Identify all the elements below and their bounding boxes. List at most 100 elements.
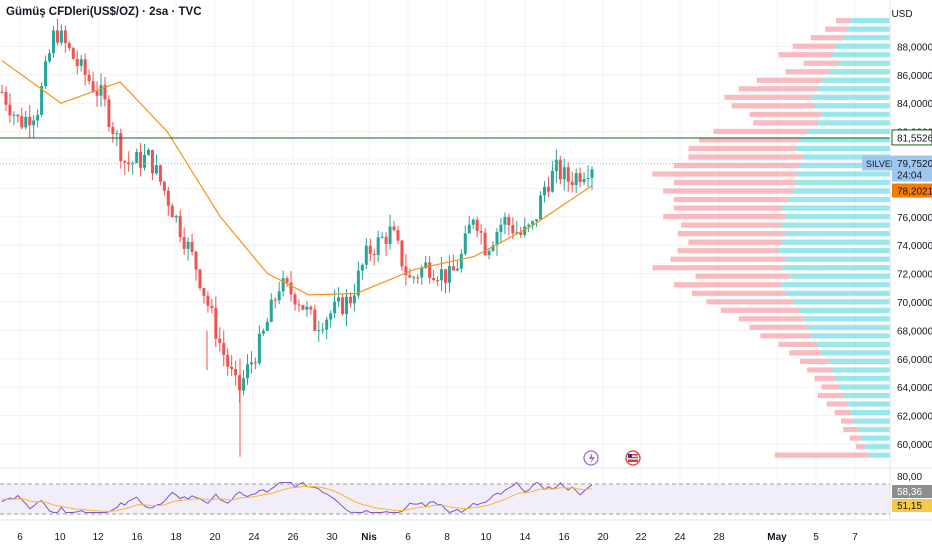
rsi-value-tag[interactable] <box>892 485 932 498</box>
candle-body <box>20 116 24 128</box>
horizontal-line[interactable] <box>0 0 932 520</box>
volume-profile-down-bar <box>800 358 829 365</box>
candle-body <box>55 30 59 43</box>
price-axis[interactable]: 88,000086,000084,000082,000080,000078,00… <box>862 42 932 512</box>
candle-body <box>253 362 257 364</box>
volume-profile-up-bar <box>792 188 890 194</box>
time-tick-label: 12 <box>92 532 104 543</box>
time-axis[interactable]: 6 10 12 16 18 20 24 26 30 Nis 6 8 10 14 16 20 22 24 28 May 5… <box>0 519 932 543</box>
candle-body <box>424 262 428 268</box>
candle-body <box>447 266 451 283</box>
volume-profile-up-bar <box>782 265 890 271</box>
volume-profile-down-bar <box>760 333 811 339</box>
candle-body <box>511 225 515 234</box>
candle-body <box>301 305 305 310</box>
candle-body <box>91 81 95 92</box>
candle-body <box>75 58 79 66</box>
candle-body <box>436 280 440 282</box>
candle-body <box>289 282 293 295</box>
volume-profile-up-bar <box>792 299 890 305</box>
candle-body <box>372 253 376 256</box>
price-tick-label: 84,0000 <box>897 99 932 110</box>
candle-body <box>531 221 535 225</box>
currency-label[interactable]: USD <box>891 9 912 20</box>
price-tick-label: 74,0000 <box>897 241 932 252</box>
volume-profile-down-bar <box>856 444 865 450</box>
volume-profile-down-bar <box>674 179 797 186</box>
price-tick-label: 70,0000 <box>897 298 932 309</box>
volume-profile-up-bar <box>778 248 890 254</box>
candle-body <box>79 59 83 66</box>
volume-profile-down-bar <box>825 26 847 32</box>
volume-profile-up-bar <box>810 333 890 339</box>
candle-body <box>16 114 20 117</box>
candle-body <box>107 99 111 128</box>
candle-body <box>590 169 594 178</box>
volume-profile-up-bar <box>807 128 890 134</box>
volume-profile-down-bar <box>681 222 782 228</box>
volume-profile-down-bar <box>789 350 822 356</box>
candle-body <box>28 116 32 126</box>
price-tick-label: 72,0000 <box>897 270 932 281</box>
volume-profile-down-bar <box>826 401 847 407</box>
event-markers[interactable] <box>583 450 641 466</box>
candle-body <box>198 269 202 289</box>
candle-body <box>158 165 162 182</box>
candle-body <box>348 296 352 304</box>
candle-body <box>67 43 71 49</box>
volume-profile-up-bar <box>839 60 890 66</box>
candle-body <box>487 250 491 256</box>
candle-body <box>119 133 123 162</box>
candle-body <box>333 301 337 314</box>
candle-body <box>507 216 511 226</box>
candle-body <box>24 116 28 128</box>
volume-profile-up-bar <box>821 111 890 117</box>
candle-body <box>566 167 570 182</box>
volume-profile-down-bar <box>677 231 786 237</box>
candle-body <box>317 330 321 332</box>
candle-body <box>463 233 467 254</box>
time-tick-label: 6 <box>17 532 23 543</box>
volume-profile-up-bar <box>785 256 890 262</box>
candle-body <box>443 269 447 283</box>
candle-body <box>554 159 558 171</box>
time-tick-label: 30 <box>326 532 338 543</box>
volume-profile-down-bar <box>810 35 844 41</box>
candle-body <box>273 299 277 301</box>
volume-profile-up-bar <box>800 137 890 143</box>
candle-body <box>309 306 313 310</box>
candle-body <box>550 170 554 192</box>
time-tick-label: 18 <box>170 532 182 543</box>
rsi-ma-value-tag[interactable] <box>892 499 932 512</box>
candle-body <box>281 278 285 292</box>
volume-profile-up-bar <box>818 341 890 347</box>
volume-profile-down-bar <box>670 256 786 262</box>
volume-profile-down-bar <box>774 452 869 458</box>
ma-price-tag[interactable] <box>892 183 932 198</box>
candle-body <box>285 278 289 283</box>
last-price-tag[interactable] <box>892 155 932 182</box>
candle-body <box>206 295 210 306</box>
candle-body <box>523 226 527 235</box>
candle-body <box>499 224 503 233</box>
candle-body <box>174 215 178 218</box>
time-tick-label: 24 <box>248 532 260 543</box>
candle-body <box>352 295 356 304</box>
grid <box>0 0 890 520</box>
volume-profile-up-bar <box>789 273 890 279</box>
candle-body <box>261 330 265 334</box>
volume-profile-down-bar <box>849 435 862 441</box>
hline-price-tag[interactable] <box>891 129 932 146</box>
candle-body <box>4 92 8 105</box>
candle-body <box>135 152 139 163</box>
volume-profile-down-bar <box>803 60 840 66</box>
volume-profile-up-bar <box>796 171 890 177</box>
volume-profile-up-bar <box>803 154 890 160</box>
volume-profile-down-bar <box>663 188 793 194</box>
price-tick-label: 64,0000 <box>897 383 932 394</box>
time-tick-label: 28 <box>713 532 725 543</box>
candle-body <box>214 307 218 339</box>
volume-profile-down-bar <box>699 137 800 143</box>
volume-profile-up-bar <box>850 409 890 416</box>
